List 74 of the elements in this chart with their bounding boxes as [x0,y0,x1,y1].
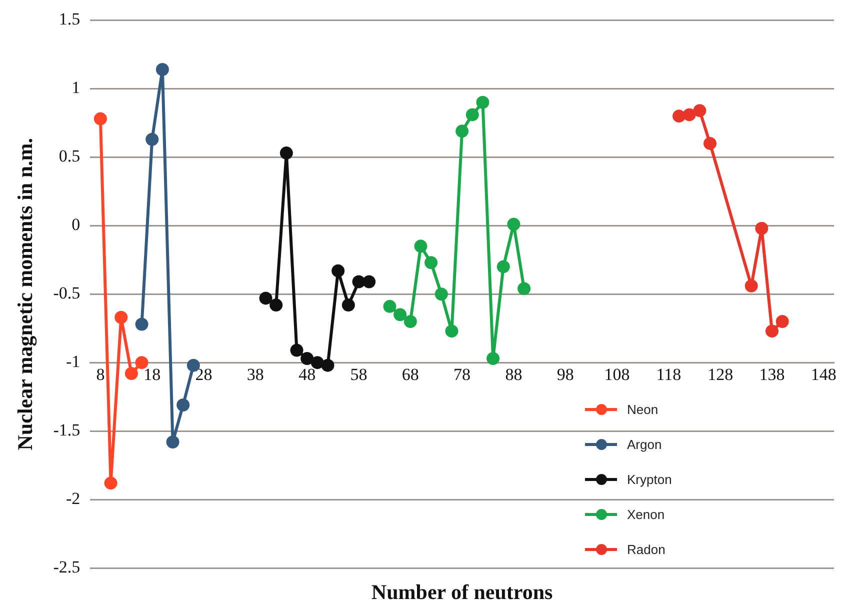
point [94,112,107,126]
y-tick-label: 1 [72,78,80,98]
y-tick-label: -2 [66,488,80,508]
y-tick-label: -2.5 [53,557,80,576]
legend-label: Argon [627,437,662,452]
point [383,300,396,313]
point [476,96,490,109]
point [682,108,696,122]
x-axis-title: Number of neutrons [371,580,553,604]
y-tick-label: -1.5 [53,420,80,440]
point [766,324,779,338]
x-tick-label: 8 [96,365,105,384]
point [776,314,789,328]
point [300,352,314,365]
point [270,298,283,312]
x-tick-label: 38 [246,365,264,384]
point [456,124,469,138]
y-axis-title: Nuclear magnetic moments in n.m. [13,138,38,450]
point [146,132,159,146]
point [104,476,118,490]
x-tick-label: 78 [454,365,471,384]
x-tick-label: 138 [759,365,785,384]
point [166,436,180,449]
point [445,324,458,338]
x-tick-label: 28 [195,365,212,384]
point [744,279,758,292]
point [310,356,324,370]
point [176,398,190,412]
point [290,344,304,357]
point [424,256,438,270]
point [362,275,376,288]
legend-label: Radon [627,542,666,557]
point [332,264,345,278]
point [352,275,366,288]
point [755,222,768,235]
x-tick-label: 18 [144,365,161,384]
point [496,260,510,274]
y-tick-label: 1.5 [58,10,80,29]
x-tick-label: 148 [810,365,836,384]
x-tick-label: 128 [708,365,734,384]
legend-label: Neon [627,402,658,417]
point [434,288,448,301]
y-tick-label: 0 [72,215,80,234]
x-tick-label: 88 [505,365,522,384]
x-tick-label: 98 [556,365,574,384]
point [404,314,417,328]
point [135,356,148,370]
point [124,367,138,380]
point [114,310,128,324]
point [704,136,717,150]
x-tick-label: 108 [604,365,630,384]
y-tick-label: 0.5 [58,146,80,166]
y-tick-label: -0.5 [53,284,80,303]
point [394,308,407,322]
point [414,240,428,253]
point [518,282,531,296]
x-tick-label: 58 [350,365,368,384]
point [507,218,520,231]
point [342,298,355,312]
legend-label: Xenon [627,507,665,522]
point [135,318,148,331]
point [672,110,686,123]
point [321,358,334,372]
x-tick-label: 118 [656,365,682,384]
point [486,352,500,365]
point [280,146,293,160]
legend-label: Krypton [627,472,672,487]
y-tick-label: -1 [66,352,80,372]
point [156,63,169,76]
point [693,104,706,118]
x-tick-label: 48 [298,365,316,384]
point [466,108,479,122]
point [259,292,272,305]
x-tick-label: 68 [402,365,419,384]
